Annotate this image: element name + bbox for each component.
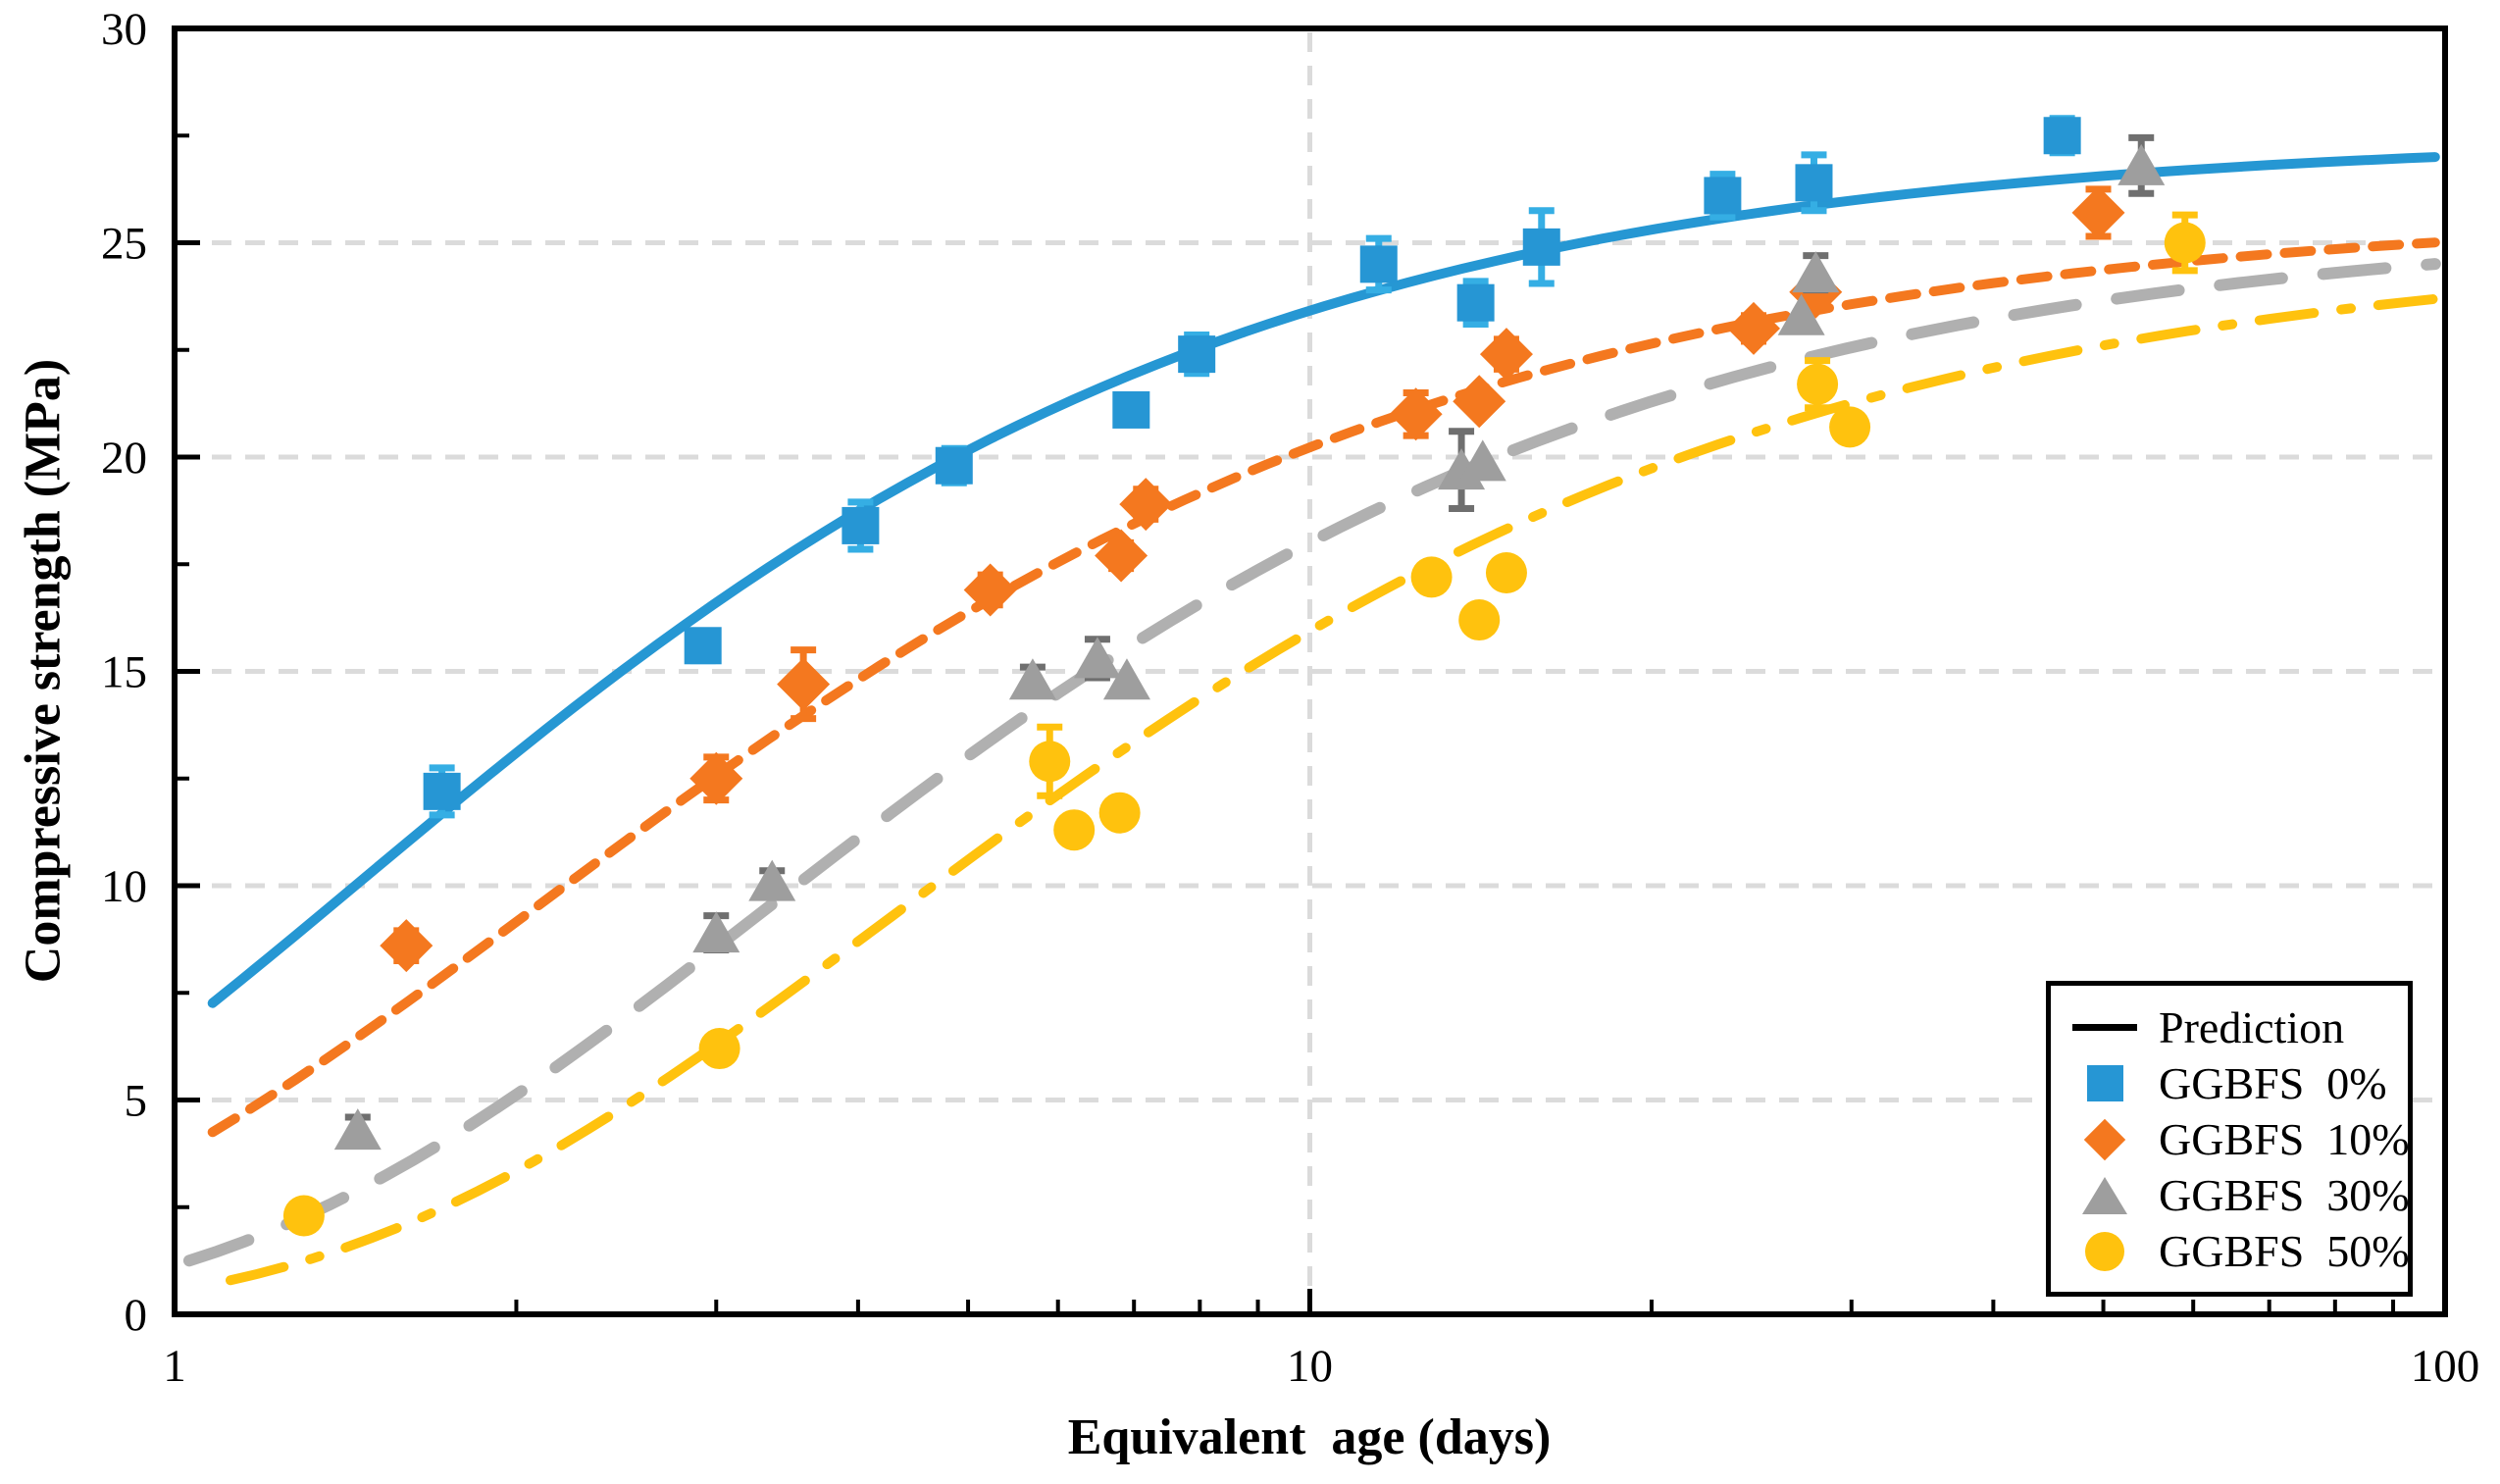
diamond-marker-icon [2051, 1118, 2159, 1160]
data-point-circle [1797, 363, 1839, 405]
data-point-diamond [2071, 185, 2125, 239]
data-point-square [1178, 335, 1216, 374]
data-point-square [935, 446, 973, 485]
legend-row-ggbfs-50: GGBFS 50% [2051, 1223, 2410, 1279]
data-point-diamond [1727, 301, 1781, 355]
data-point-circle [1053, 809, 1096, 851]
data-point-square [1112, 390, 1150, 429]
data-point-diamond [380, 919, 434, 973]
legend-label-prediction: Prediction [2159, 1001, 2345, 1052]
data-point-diamond [1479, 328, 1533, 382]
data-point-triangle [1073, 637, 1121, 679]
data-point-triangle [333, 1108, 382, 1151]
legend: Prediction GGBFS 0% GGBFS 10% GGBFS 30% … [2046, 981, 2413, 1297]
data-point-triangle [1777, 293, 1825, 335]
data-point-diamond [1119, 478, 1173, 532]
circle-marker-icon [2051, 1231, 2159, 1271]
data-point-diamond [1453, 375, 1506, 429]
data-point-circle [1485, 551, 1527, 593]
legend-label-ggbfs-50: GGBFS 50% [2159, 1225, 2410, 1276]
data-point-square [1795, 164, 1833, 202]
prediction-curve [226, 293, 2440, 1286]
legend-row-prediction: Prediction [2051, 999, 2408, 1055]
y-tick-label: 25 [101, 219, 147, 270]
data-point-circle [1829, 406, 1871, 448]
data-point-square [1522, 228, 1560, 266]
data-point-circle [1029, 741, 1071, 783]
legend-label-ggbfs-0: GGBFS 0% [2159, 1057, 2387, 1108]
data-point-triangle [1102, 658, 1150, 700]
legend-label-ggbfs-10: GGBFS 10% [2159, 1113, 2410, 1164]
data-point-circle [1098, 792, 1141, 834]
y-tick-label: 15 [101, 647, 147, 698]
x-tick-label: 100 [2411, 1341, 2480, 1392]
data-point-triangle [1458, 439, 1506, 482]
data-point-diamond [1095, 529, 1148, 583]
x-tick-label: 1 [163, 1341, 186, 1392]
data-point-diamond [963, 563, 1017, 617]
legend-row-ggbfs-30: GGBFS 30% [2051, 1167, 2410, 1223]
y-tick-label: 30 [101, 4, 147, 55]
data-point-diamond [1389, 387, 1443, 441]
legend-row-ggbfs-0: GGBFS 0% [2051, 1055, 2408, 1111]
legend-row-ggbfs-10: GGBFS 10% [2051, 1111, 2410, 1167]
data-point-triangle [692, 911, 740, 953]
data-point-triangle [748, 859, 796, 901]
data-point-diamond [689, 751, 743, 805]
data-point-circle [1458, 599, 1501, 641]
x-axis-title: Equivalent age (days) [1067, 1409, 1552, 1465]
y-tick-label: 10 [101, 861, 147, 912]
y-axis-title: Compressive strength (MPa) [15, 358, 72, 984]
data-point-circle [2164, 222, 2206, 264]
data-point-square [423, 772, 461, 810]
data-point-square [1359, 245, 1398, 283]
data-point-circle [282, 1195, 325, 1237]
x-tick-label: 10 [1287, 1341, 1333, 1392]
data-point-triangle [2117, 143, 2166, 185]
data-point-square [2043, 117, 2081, 155]
prediction-curve [182, 258, 2441, 1267]
data-point-square [1704, 177, 1742, 215]
y-tick-label: 20 [101, 433, 147, 484]
legend-label-ggbfs-30: GGBFS 30% [2159, 1169, 2410, 1220]
data-point-square [1456, 283, 1495, 322]
square-marker-icon [2051, 1065, 2159, 1101]
data-point-square [684, 627, 722, 665]
data-point-circle [698, 1028, 740, 1070]
prediction-line-icon [2051, 1024, 2159, 1031]
prediction-curve [207, 237, 2440, 1138]
data-point-triangle [1792, 251, 1840, 293]
data-point-triangle [1008, 658, 1056, 700]
triangle-marker-icon [2051, 1176, 2159, 1214]
data-point-diamond [777, 657, 831, 711]
y-tick-label: 0 [125, 1290, 148, 1341]
y-tick-label: 5 [125, 1076, 148, 1127]
data-point-square [842, 506, 880, 544]
prediction-curve [207, 152, 2440, 1008]
data-point-circle [1410, 556, 1453, 598]
